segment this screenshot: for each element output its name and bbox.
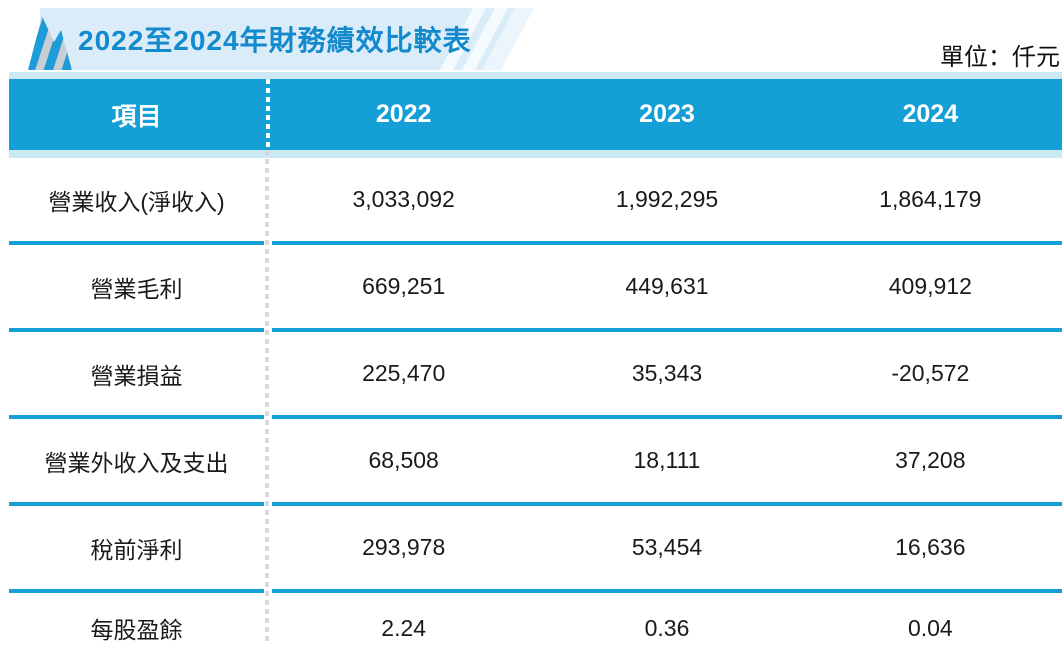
unit-label: 單位：仟元	[940, 44, 1060, 71]
row-separator	[9, 241, 1062, 245]
column-divider	[264, 158, 272, 241]
table-row: 營業收入(淨收入) 3,033,092 1,992,295 1,864,179	[9, 158, 1062, 241]
row-value-2024: 0.04	[907, 614, 953, 641]
column-header-item: 項目	[111, 102, 162, 131]
table-row: 營業毛利 669,251 449,631 409,912	[9, 245, 1062, 328]
page-title: 2022至2024年財務績效比較表	[78, 25, 472, 56]
row-value-2023: 0.36	[644, 614, 690, 641]
row-value-2023: 449,631	[625, 273, 709, 299]
row-value-2023: 53,454	[631, 534, 703, 560]
column-divider	[264, 506, 272, 589]
row-value-2022: 225,470	[362, 360, 446, 386]
row-value-2023: 1,992,295	[615, 186, 719, 212]
column-divider	[264, 245, 272, 328]
row-value-2023: 35,343	[631, 360, 703, 386]
row-separator	[9, 502, 1062, 506]
row-separator	[9, 328, 1062, 332]
row-label: 營業損益	[90, 362, 183, 389]
banner-background-shape	[40, 8, 515, 70]
column-divider	[264, 79, 272, 150]
column-divider	[264, 419, 272, 502]
table-row: 營業外收入及支出 68,508 18,111 37,208	[9, 419, 1062, 502]
row-separator	[9, 415, 1062, 419]
table-header-row: 項目 2022 2023 2024	[9, 79, 1062, 150]
row-value-2022: 293,978	[362, 534, 446, 560]
banner-white-stripe-2	[462, 8, 508, 70]
column-divider	[264, 332, 272, 415]
row-label: 營業毛利	[90, 275, 183, 302]
row-value-2024: 409,912	[888, 273, 972, 299]
financial-table: 項目 2022 2023 2024 營業收入(淨收入) 3,033,092 1,…	[9, 79, 1062, 652]
row-value-2024: 37,208	[895, 447, 966, 473]
banner-white-stripe-1	[440, 8, 486, 70]
row-value-2024: -20,572	[891, 360, 970, 386]
title-banner: 2022至2024年財務績效比較表 單位：仟元	[0, 8, 1062, 71]
light-band-above-header	[9, 72, 1062, 79]
row-value-2024: 1,864,179	[879, 186, 982, 212]
light-band-below-header	[9, 150, 1062, 158]
banner-ribbon-graphic	[28, 8, 534, 70]
row-value-2024: 16,636	[895, 534, 966, 560]
row-label: 營業收入(淨收入)	[48, 188, 225, 215]
column-header-2022: 2022	[375, 100, 432, 128]
table-row: 營業損益 225,470 35,343 -20,572	[9, 332, 1062, 415]
column-header-2023: 2023	[639, 100, 695, 128]
row-label: 每股盈餘	[90, 617, 183, 643]
column-divider	[264, 593, 272, 652]
row-value-2022: 669,251	[362, 273, 446, 299]
row-value-2022: 2.24	[381, 614, 427, 641]
column-header-2024: 2024	[902, 100, 959, 128]
row-separator	[9, 589, 1062, 593]
row-value-2022: 3,033,092	[352, 186, 455, 212]
table-body: 營業收入(淨收入) 3,033,092 1,992,295 1,864,179 …	[9, 158, 1062, 652]
row-value-2023: 18,111	[633, 447, 701, 473]
banner-light-end-shape	[482, 8, 534, 70]
table-row: 稅前淨利 293,978 53,454 16,636	[9, 506, 1062, 589]
row-label: 營業外收入及支出	[44, 449, 229, 476]
row-label: 稅前淨利	[90, 536, 183, 563]
banner-mountain-ornament	[28, 16, 72, 70]
table-row: 每股盈餘 2.24 0.36 0.04	[9, 593, 1062, 652]
row-value-2022: 68,508	[368, 447, 439, 473]
